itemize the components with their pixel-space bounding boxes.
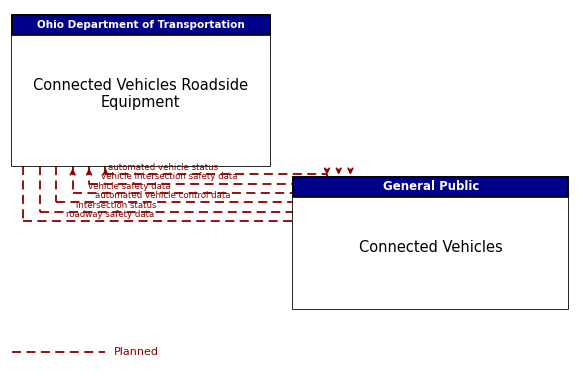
Bar	[12, 15, 270, 35]
Bar	[293, 197, 568, 309]
Text: Ohio Department of Transportation: Ohio Department of Transportation	[37, 20, 244, 30]
Text: vehicle intersection safety data: vehicle intersection safety data	[101, 172, 238, 181]
Bar	[12, 15, 270, 166]
Text: Connected Vehicles: Connected Vehicles	[359, 240, 503, 255]
Bar	[293, 177, 568, 197]
Text: Connected Vehicles Roadside
Equipment: Connected Vehicles Roadside Equipment	[33, 78, 248, 110]
Text: automated vehicle control data: automated vehicle control data	[95, 191, 230, 200]
Bar	[12, 35, 270, 166]
Text: roadway safety data: roadway safety data	[66, 210, 154, 219]
Text: Planned: Planned	[114, 348, 159, 357]
Bar	[293, 177, 568, 309]
Text: automated vehicle status: automated vehicle status	[108, 163, 218, 172]
Text: General Public: General Public	[383, 181, 479, 193]
Text: vehicle safety data: vehicle safety data	[88, 182, 171, 191]
Text: intersection status: intersection status	[76, 201, 156, 210]
